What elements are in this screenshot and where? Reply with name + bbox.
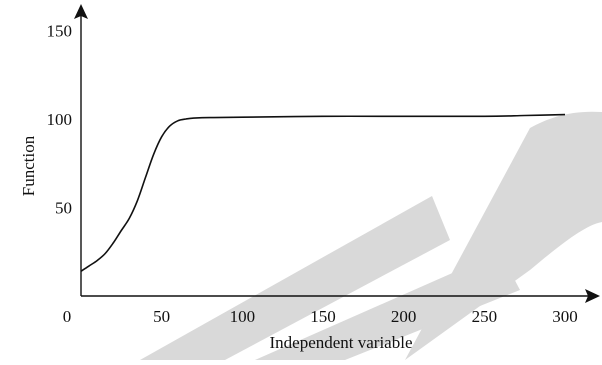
series-line: [80, 113, 566, 272]
y-axis-arrowhead: [74, 4, 88, 19]
y-axis-label: Function: [19, 135, 38, 196]
x-tick-label: 300: [552, 307, 578, 326]
x-tick-label: 0: [63, 307, 72, 326]
axes: [74, 4, 600, 303]
x-tick-label: 200: [391, 307, 417, 326]
y-tick-label: 150: [47, 22, 73, 41]
y-tick-label: 50: [55, 199, 72, 218]
watermark-stroke-1: [140, 196, 450, 360]
x-tick-label: 100: [230, 307, 256, 326]
x-axis-label: Independent variable: [269, 333, 412, 352]
tick-labels: 0 50 100 150 200 250 300 50 100 150: [47, 22, 578, 327]
watermark-arc: [405, 111, 602, 360]
y-tick-label: 100: [47, 110, 73, 129]
x-tick-label: 150: [310, 307, 336, 326]
x-tick-label: 250: [472, 307, 498, 326]
watermark-graphic: [140, 111, 602, 360]
x-tick-label: 50: [153, 307, 170, 326]
x-axis-arrowhead: [585, 289, 600, 303]
